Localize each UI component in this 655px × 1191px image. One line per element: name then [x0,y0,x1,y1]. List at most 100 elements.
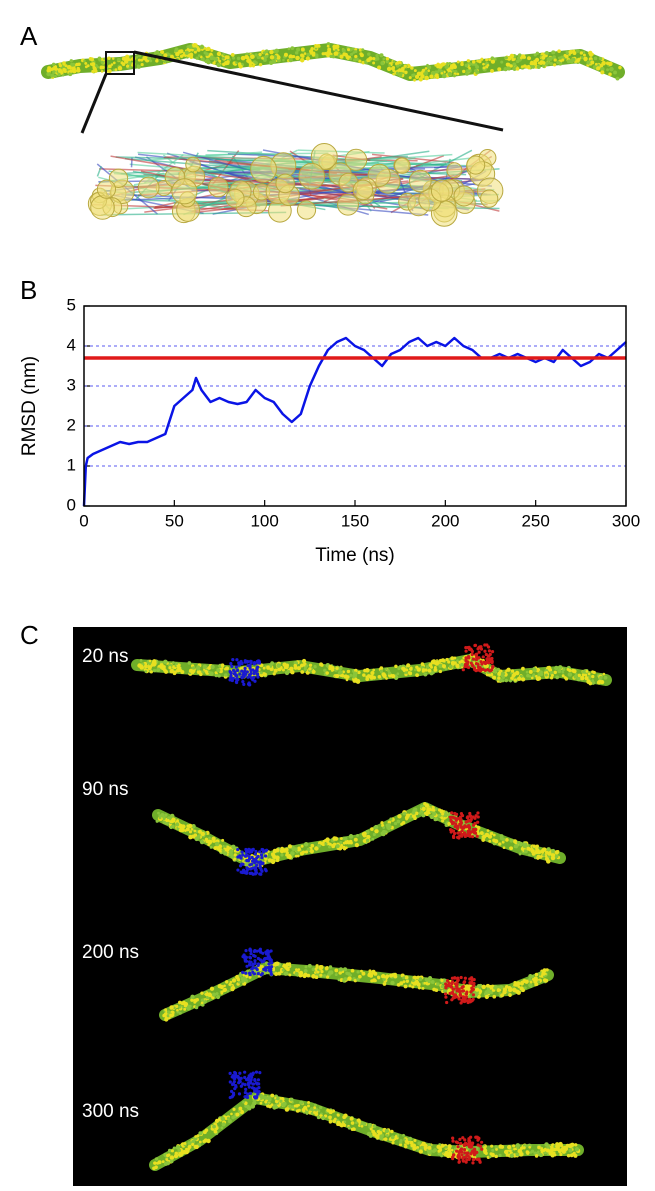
atom [465,825,468,828]
atom [245,862,249,866]
atom [475,662,478,665]
atom [564,54,567,57]
atom [467,830,470,833]
atom [505,838,509,842]
atom [173,671,177,675]
atom [264,858,267,861]
atom [228,983,231,986]
atom [472,993,475,996]
x-tick-label: 0 [79,511,88,530]
atom [537,676,541,680]
atom [586,680,590,684]
atom [336,844,340,848]
atom [244,972,247,975]
atom [547,57,551,61]
atom [240,670,243,673]
atom [352,1128,355,1131]
atom [451,991,454,994]
atom [150,670,153,673]
atom [141,63,144,66]
atom [208,837,211,840]
atom [390,981,394,985]
atom [295,968,298,971]
atom [186,157,201,172]
atom [62,62,65,65]
atom [340,55,344,59]
atom [347,972,351,976]
atom [248,857,251,860]
atom [516,981,521,986]
atom [450,828,453,831]
atom [276,848,280,852]
atom [234,1072,237,1075]
atom [495,1148,498,1151]
atom [533,845,536,848]
atom [185,51,189,55]
atom [424,76,429,81]
atom [170,669,174,673]
atom [229,1072,232,1075]
atom [376,1136,379,1139]
atom [256,672,259,675]
atom [208,177,228,197]
atom [163,660,168,665]
atom [482,63,485,66]
atom [332,836,336,840]
atom [108,69,112,73]
atom [415,673,419,677]
atom [94,69,98,73]
atom [425,70,428,73]
atom [618,66,621,69]
atom [540,60,544,64]
atom [260,870,263,873]
atom [473,1158,476,1161]
atom [163,61,166,64]
atom [609,67,614,72]
atom [539,670,543,674]
atom [434,666,437,669]
atom [173,1147,176,1150]
atom [573,51,577,55]
atom [477,1137,480,1140]
atom [402,1134,405,1137]
atom [477,815,480,818]
atom [85,65,88,68]
atom [311,974,316,979]
atom [509,847,512,850]
atom [588,672,591,675]
atom [451,661,455,665]
atom [567,668,570,671]
atom [385,974,389,978]
atom [319,974,322,977]
atom [440,979,443,982]
atom [252,859,255,862]
atom [425,813,428,816]
atom [402,976,405,979]
atom [454,993,457,996]
atom [324,52,327,55]
atom [229,1080,232,1083]
atom [232,57,235,60]
atom [545,51,549,55]
atom [320,664,323,667]
atom [448,72,453,77]
atom [394,665,397,668]
atom [542,65,545,68]
atom [527,56,531,60]
atom [530,981,533,984]
atom [288,844,292,848]
atom [282,965,285,968]
atom [431,180,452,201]
atom [345,846,348,849]
atom [465,1161,468,1164]
atom [613,71,617,75]
atom [474,644,477,647]
atom [325,671,329,675]
atom [260,671,263,674]
atom [197,48,201,52]
atom [288,1104,292,1108]
atom [197,835,201,839]
atom [545,851,548,854]
atom [534,53,537,56]
atom [533,667,536,670]
